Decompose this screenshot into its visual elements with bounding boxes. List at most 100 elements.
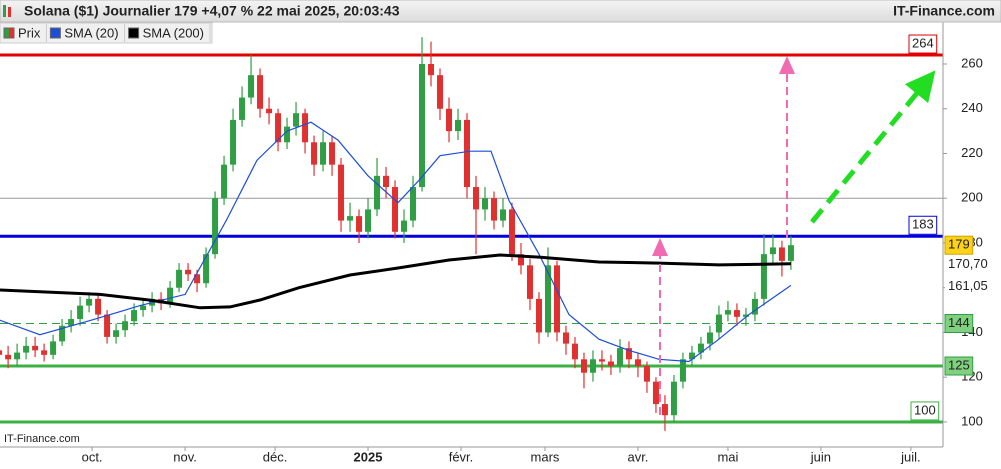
arrow [810, 70, 936, 224]
candle-body [32, 345, 39, 351]
candle-body [59, 325, 66, 342]
label-box [945, 255, 991, 274]
label-text: 183 [912, 217, 934, 232]
candle-body [643, 366, 650, 382]
candle-body [392, 187, 399, 232]
candle-body [212, 198, 219, 255]
x-tick-label: déc. [263, 449, 288, 464]
label-text: 125 [948, 357, 970, 372]
candle-body [230, 119, 237, 165]
candle-body [320, 142, 327, 165]
candle-body [374, 175, 381, 210]
candle-body [95, 298, 102, 315]
candle-body [113, 330, 120, 337]
label-text: 179 [948, 237, 970, 252]
candle-body [437, 75, 444, 109]
x-tick-label: avr. [627, 449, 648, 464]
candle-body [778, 247, 785, 261]
candle-body [0, 350, 3, 355]
legend-item: SMA (20) [49, 24, 126, 42]
candle-body [580, 359, 587, 373]
x-tick-label: juin [810, 449, 831, 464]
candle-body [14, 352, 21, 360]
y-tick-label: 200 [961, 190, 983, 205]
plot-area [0, 37, 943, 431]
label-box [945, 277, 991, 296]
candle-body [571, 343, 578, 360]
label-text: 144 [948, 315, 970, 330]
candle-body [5, 354, 12, 360]
axes: 100120140160180200220240260oct.nov.déc.2… [82, 34, 991, 464]
candle-body [598, 359, 605, 362]
candle-body [787, 245, 794, 261]
candle-body [706, 332, 713, 344]
candle-body [356, 216, 363, 232]
candle-body [715, 314, 722, 333]
y-tick-label: 240 [961, 100, 983, 115]
candle-body [167, 287, 174, 304]
candle-body [625, 348, 632, 360]
candle-body [104, 314, 111, 337]
x-tick-label: nov. [173, 449, 197, 464]
candle-body [140, 305, 147, 311]
x-tick-label: mars [531, 449, 560, 464]
legend-swatch [128, 27, 140, 39]
candle-body [68, 319, 75, 326]
y-tick-label: 260 [961, 55, 983, 70]
label-text: 264 [912, 35, 934, 50]
candle-body [544, 265, 551, 333]
candle-body [652, 381, 659, 405]
candle-body [688, 352, 695, 360]
label-text: 170,70 [948, 256, 988, 271]
candle-body [742, 314, 749, 317]
watermark: IT-Finance.com [4, 433, 80, 445]
label-box [944, 235, 974, 255]
candle-body [401, 220, 408, 232]
label-text: 161,05 [948, 278, 988, 293]
candle-body [302, 113, 309, 143]
line-series [0, 253, 791, 310]
legend-swatch [9, 28, 14, 38]
candle-body [562, 332, 569, 344]
candle-body [41, 350, 48, 355]
icon [3, 5, 6, 17]
candle-body [329, 142, 336, 165]
price-label: 264 [908, 34, 938, 54]
candle-body [257, 75, 264, 109]
price-label: 183 [908, 215, 938, 235]
candle-body [185, 269, 192, 275]
x-tick-label: févr. [449, 449, 474, 464]
candle-body [607, 361, 614, 367]
annotations [652, 56, 936, 415]
candle-body [419, 63, 426, 188]
legend-item: SMA (200) [128, 24, 211, 42]
candle-body [428, 63, 435, 76]
candle-body [751, 298, 758, 315]
candle-body [616, 348, 623, 367]
candle-body [634, 359, 641, 367]
candle-body [23, 345, 30, 353]
price-label: 100 [910, 401, 940, 421]
candle-body [517, 254, 524, 266]
candle-body [464, 119, 471, 188]
y-tick-label: 220 [961, 145, 983, 160]
candle-body [589, 359, 596, 373]
candle-body [293, 113, 300, 127]
x-tick-label: 2025 [354, 449, 383, 464]
candle-body [50, 341, 57, 355]
candle-body [311, 142, 318, 165]
legend-label: SMA (20) [64, 25, 118, 40]
candle-body [131, 310, 138, 322]
label-box [908, 34, 938, 54]
legend-label: Prix [18, 25, 41, 40]
price-label: 170,70 [945, 255, 991, 274]
candle-body [239, 97, 246, 120]
candle-body [266, 108, 273, 114]
candle-body [194, 274, 201, 284]
header-bar [0, 0, 1001, 23]
candle-body [347, 216, 354, 221]
x-tick-label: mai [717, 449, 738, 464]
candle-body [724, 310, 731, 315]
line-series [0, 121, 792, 363]
